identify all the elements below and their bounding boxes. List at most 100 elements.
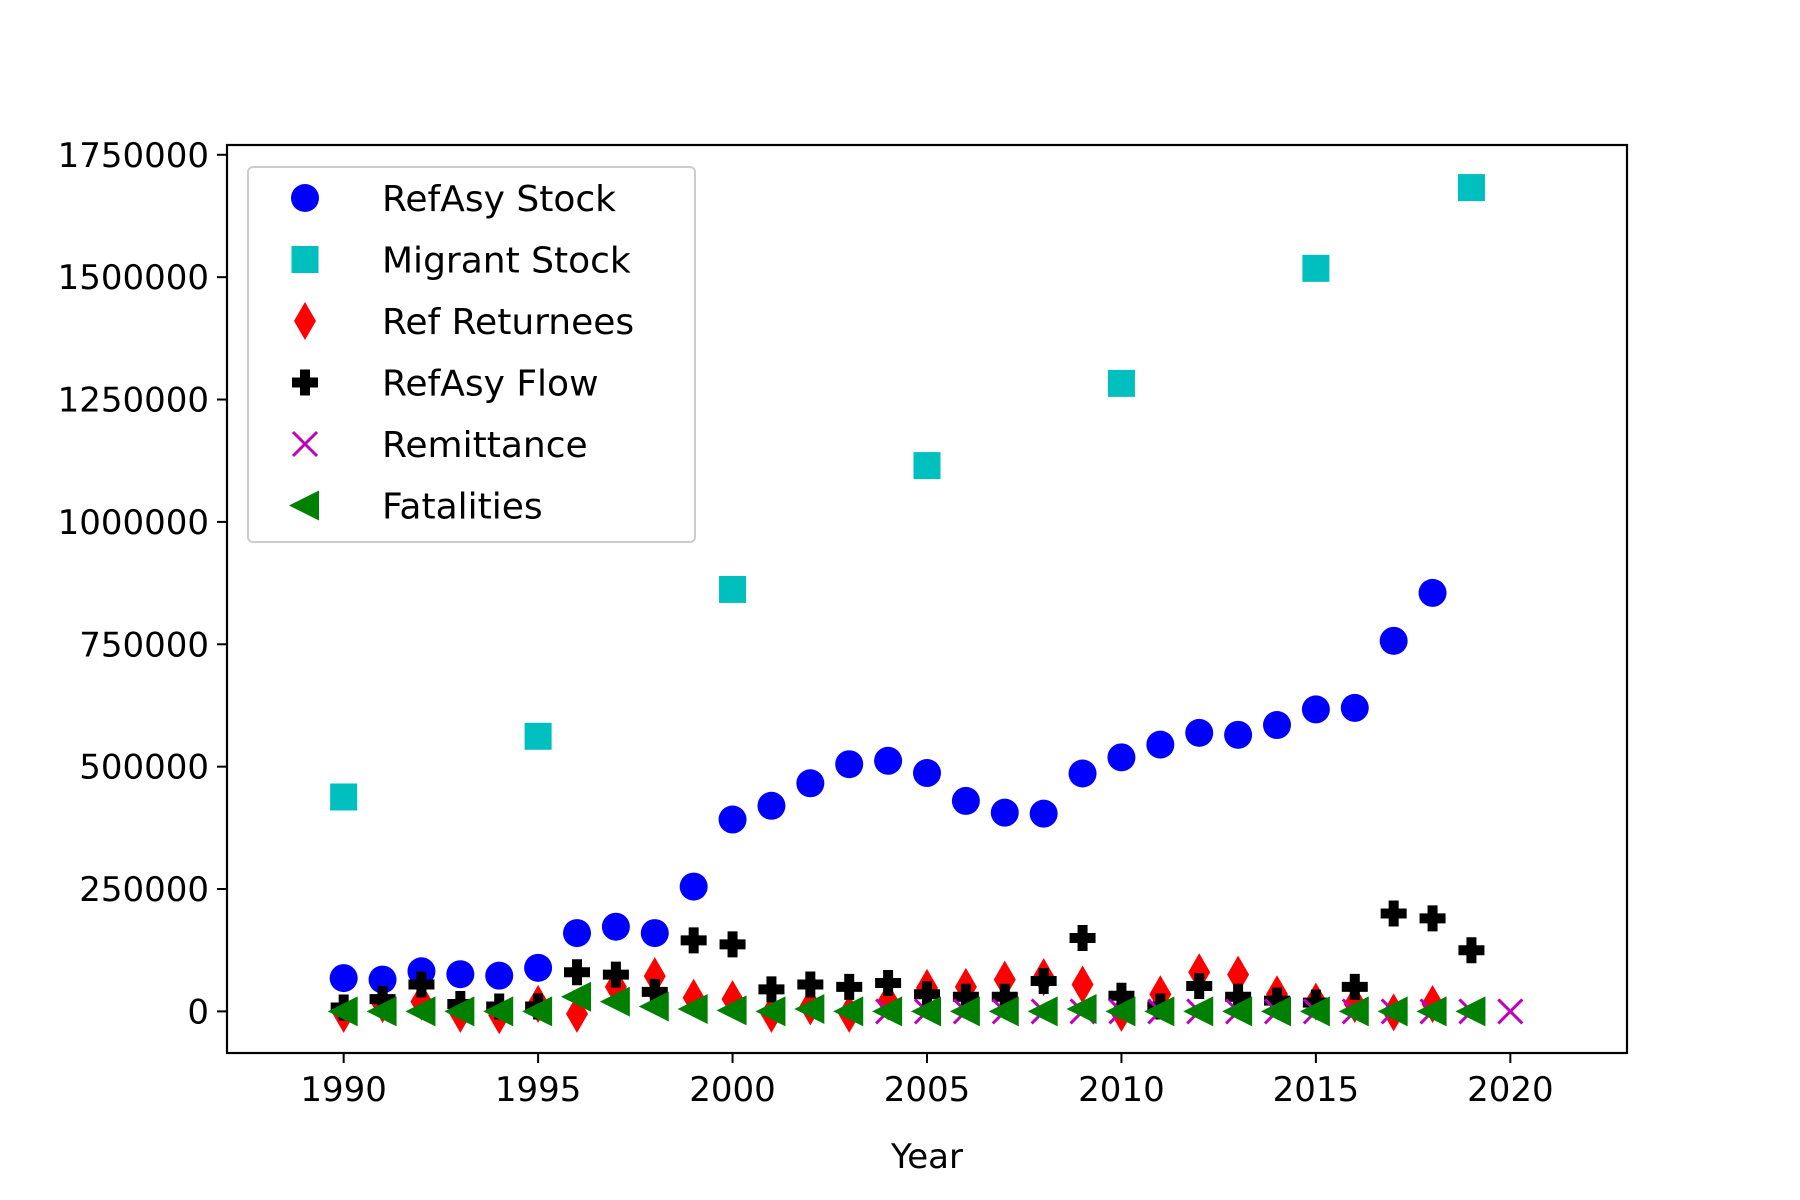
- data-point: [643, 957, 666, 996]
- data-point: [1377, 996, 1408, 1027]
- legend-items: RefAsy Stock Migrant Stock Ref Returnees Re…: [289, 179, 634, 528]
- data-point: [1224, 720, 1253, 749]
- data-point: [1071, 965, 1094, 1004]
- data-point: [408, 971, 435, 998]
- data-point: [677, 993, 708, 1024]
- legend-item: Fatalities: [289, 487, 543, 528]
- data-point: [485, 961, 514, 990]
- data-point: [1107, 369, 1135, 397]
- x-tick-label: 2005: [884, 1070, 971, 1110]
- data-point: [1030, 968, 1057, 995]
- data-point: [1108, 982, 1135, 1009]
- data-point: [1105, 996, 1136, 1027]
- data-point: [833, 996, 864, 1027]
- data-point: [719, 931, 746, 958]
- data-point: [1227, 955, 1250, 994]
- data-point: [444, 996, 475, 1027]
- data-point: [991, 983, 1018, 1010]
- legend-label: Ref Returnees: [382, 302, 634, 343]
- data-point: [329, 964, 358, 993]
- data-point: [1186, 972, 1213, 999]
- data-point: [1146, 730, 1175, 759]
- data-point: [1264, 987, 1290, 1014]
- data-point: [719, 575, 747, 603]
- x-tick-label: 1990: [300, 1070, 387, 1110]
- legend-marker: [291, 430, 319, 458]
- data-point: [836, 973, 863, 1000]
- legend-label: Fatalities: [382, 487, 543, 528]
- legend-marker: [291, 246, 319, 273]
- x-axis-ticks: 1990 1995 2000 2005 2010 2015 2020: [300, 1053, 1554, 1110]
- data-point: [1419, 905, 1446, 932]
- data-point: [1225, 983, 1252, 1010]
- data-point: [369, 986, 396, 1013]
- data-point: [1341, 973, 1368, 1000]
- data-point: [913, 452, 941, 480]
- data-point: [679, 872, 708, 901]
- data-point: [1302, 989, 1329, 1016]
- y-tick-label: 0: [187, 992, 209, 1032]
- data-point: [601, 912, 630, 941]
- data-point: [564, 959, 590, 986]
- data-point: [1302, 254, 1330, 282]
- data-point: [1299, 996, 1330, 1027]
- y-tick-label: 1000000: [58, 503, 209, 543]
- data-point: [680, 927, 707, 954]
- data-series: [327, 174, 1524, 1035]
- series-refasy-stock: [329, 578, 1447, 994]
- data-point: [796, 769, 825, 798]
- y-axis-ticks: 0 250000 500000 750000 1000000 1250000 1500000…: [58, 136, 227, 1032]
- data-point: [913, 759, 941, 788]
- data-point: [561, 981, 591, 1012]
- data-point: [1458, 937, 1485, 964]
- data-point: [1263, 711, 1291, 740]
- data-point: [1029, 799, 1058, 828]
- legend-label: Remittance: [382, 425, 588, 466]
- data-point: [755, 996, 786, 1027]
- data-point: [366, 996, 397, 1027]
- legend-item: RefAsy Stock: [291, 179, 616, 220]
- data-point: [1068, 759, 1097, 788]
- x-tick-label: 2000: [689, 1070, 776, 1110]
- data-point: [990, 798, 1019, 827]
- data-point: [1144, 996, 1175, 1027]
- data-point: [638, 991, 669, 1022]
- data-point: [1338, 996, 1369, 1027]
- data-point: [951, 786, 980, 815]
- y-tick-label: 750000: [79, 625, 209, 665]
- y-tick-label: 1500000: [58, 258, 209, 298]
- data-point: [368, 965, 397, 994]
- series-fatalities: [327, 981, 1486, 1027]
- data-point: [524, 722, 552, 750]
- legend-item: Remittance: [291, 425, 588, 466]
- data-point: [1455, 996, 1486, 1027]
- data-point: [1185, 718, 1214, 747]
- data-point: [1380, 900, 1407, 927]
- legend-item: RefAsy Flow: [292, 364, 599, 405]
- data-point: [327, 996, 358, 1027]
- data-point: [1497, 998, 1524, 1025]
- data-point: [330, 783, 358, 811]
- legend-marker: [289, 490, 319, 521]
- y-tick-label: 500000: [79, 748, 209, 788]
- data-point: [524, 953, 553, 982]
- data-point: [641, 978, 668, 1005]
- x-axis-title: Year: [890, 1137, 963, 1177]
- data-point: [1457, 174, 1485, 202]
- data-point: [1107, 743, 1136, 772]
- legend-label: Migrant Stock: [382, 241, 631, 282]
- data-point: [1222, 996, 1253, 1027]
- data-point: [1418, 578, 1447, 607]
- data-point: [1301, 695, 1330, 724]
- y-tick-label: 1250000: [58, 381, 209, 421]
- data-point: [949, 996, 980, 1027]
- data-point: [563, 919, 591, 948]
- data-point: [405, 996, 436, 1027]
- data-point: [1069, 924, 1096, 951]
- plot-frame: [225, 143, 1629, 1055]
- x-tick-label: 2015: [1273, 1070, 1360, 1110]
- data-point: [1066, 993, 1097, 1024]
- data-point: [758, 976, 785, 1003]
- data-point: [835, 750, 864, 779]
